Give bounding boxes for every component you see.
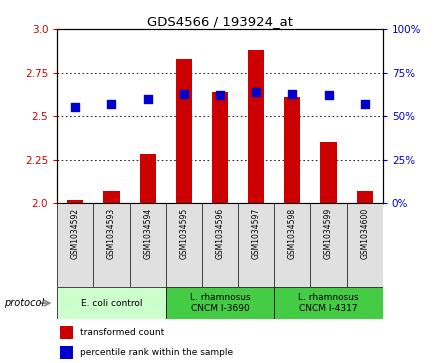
Bar (57, 287, 166, 319)
Bar (274, 287, 383, 319)
Text: percentile rank within the sample: percentile rank within the sample (80, 348, 233, 356)
Bar (166, 287, 274, 319)
Bar (320, 142, 337, 203)
Point (108, 101, 115, 107)
Text: protocol: protocol (4, 298, 44, 308)
Bar (248, 50, 264, 203)
Bar (60, 326, 73, 339)
Text: transformed count: transformed count (80, 328, 164, 337)
Bar (67, 200, 84, 203)
Point (72, 105, 79, 110)
Text: GSM1034592: GSM1034592 (71, 207, 80, 258)
Point (216, 92, 224, 98)
Text: L. rhamnosus
CNCM I-4317: L. rhamnosus CNCM I-4317 (298, 293, 359, 313)
Text: GSM1034594: GSM1034594 (143, 207, 152, 259)
Text: GSM1034598: GSM1034598 (288, 207, 297, 258)
Text: GSM1034597: GSM1034597 (252, 207, 260, 259)
Point (144, 96, 151, 102)
Text: L. rhamnosus
CNCM I-3690: L. rhamnosus CNCM I-3690 (190, 293, 250, 313)
Point (325, 92, 332, 98)
Text: GSM1034596: GSM1034596 (216, 207, 224, 259)
Title: GDS4566 / 193924_at: GDS4566 / 193924_at (147, 15, 293, 28)
Bar (60, 346, 73, 359)
Bar (103, 191, 120, 203)
Bar (356, 191, 373, 203)
Point (180, 91, 187, 97)
Text: GSM1034599: GSM1034599 (324, 207, 333, 259)
Point (361, 101, 368, 107)
Bar (139, 155, 156, 203)
Text: GSM1034595: GSM1034595 (180, 207, 188, 259)
Point (289, 91, 296, 97)
Text: GSM1034600: GSM1034600 (360, 207, 369, 259)
Text: GSM1034593: GSM1034593 (107, 207, 116, 259)
Point (253, 89, 260, 95)
Bar (176, 59, 192, 203)
Text: E. coli control: E. coli control (81, 299, 142, 307)
Bar (284, 97, 301, 203)
Bar (212, 92, 228, 203)
